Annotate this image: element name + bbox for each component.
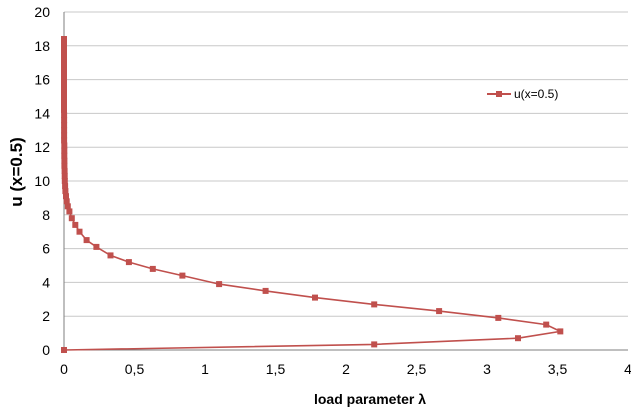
data-point xyxy=(93,243,100,250)
data-point xyxy=(125,259,132,266)
y-tick-label: 8 xyxy=(42,207,50,223)
legend: u(x=0.5) xyxy=(487,87,558,101)
data-point xyxy=(61,51,67,58)
data-point xyxy=(371,301,378,308)
y-tick-label: 10 xyxy=(34,173,50,189)
x-tick-labels: 0 0,5 1 1,5 2 2,5 3 3,5 4 xyxy=(60,361,631,377)
data-point xyxy=(63,198,70,205)
x-tick-label: 3 xyxy=(483,361,491,377)
y-tick-label: 20 xyxy=(34,4,50,20)
data-point xyxy=(61,102,67,108)
data-point xyxy=(68,215,75,222)
data-point xyxy=(64,203,71,210)
data-point xyxy=(61,117,68,124)
y-tick-labels: 0 2 4 6 8 10 12 14 16 18 20 xyxy=(34,4,50,358)
data-point xyxy=(61,91,67,98)
x-tick-label: 0,5 xyxy=(125,361,145,377)
data-point xyxy=(61,147,68,154)
data-point xyxy=(216,281,223,288)
data-point xyxy=(61,172,68,179)
data-point xyxy=(61,81,67,88)
data-point xyxy=(371,341,378,348)
data-point xyxy=(76,228,83,235)
y-tick-label: 18 xyxy=(34,38,50,54)
series-line xyxy=(63,39,563,351)
data-point xyxy=(63,193,69,200)
y-axis-label: u (x=0.5) xyxy=(7,137,26,206)
data-point xyxy=(61,127,68,134)
y-tick-label: 2 xyxy=(42,308,50,324)
data-point xyxy=(61,66,67,73)
data-point xyxy=(61,86,67,93)
data-point xyxy=(61,347,67,353)
data-point xyxy=(61,167,68,174)
data-point xyxy=(436,308,443,315)
data-point xyxy=(61,137,68,144)
data-point xyxy=(61,107,67,113)
y-tick-label: 16 xyxy=(34,72,50,88)
x-tick-label: 3,5 xyxy=(548,361,568,377)
data-point xyxy=(61,71,67,78)
data-point xyxy=(495,314,502,321)
data-point xyxy=(61,96,67,103)
data-point xyxy=(66,208,73,215)
data-point xyxy=(61,76,67,83)
data-point xyxy=(515,335,521,342)
data-point xyxy=(61,56,67,63)
series-layer xyxy=(61,36,564,353)
x-tick-label: 2 xyxy=(342,361,350,377)
data-point xyxy=(61,36,67,42)
y-tick-label: 12 xyxy=(34,139,50,155)
gridlines xyxy=(64,11,628,317)
x-tick-label: 1 xyxy=(201,361,209,377)
y-tick-label: 4 xyxy=(42,274,50,290)
data-point xyxy=(149,265,156,272)
data-point xyxy=(61,162,68,169)
data-point xyxy=(62,183,69,190)
x-tick-label: 2,5 xyxy=(407,361,427,377)
data-point xyxy=(557,328,564,335)
x-tick-label: 0 xyxy=(60,361,68,377)
data-point xyxy=(61,61,67,68)
x-tick-label: 4 xyxy=(624,361,631,377)
data-point xyxy=(312,294,318,301)
data-point xyxy=(61,157,68,164)
y-tick-label: 14 xyxy=(34,105,50,121)
legend-label: u(x=0.5) xyxy=(514,87,558,101)
data-point xyxy=(107,252,114,259)
data-point xyxy=(61,132,68,139)
y-tick-label: 6 xyxy=(42,241,50,257)
data-point xyxy=(61,142,68,149)
data-point xyxy=(61,46,67,53)
data-point xyxy=(543,321,550,328)
data-point xyxy=(61,112,68,119)
data-point xyxy=(72,221,79,228)
x-axis-label: load parameter λ xyxy=(314,391,426,407)
data-point xyxy=(62,188,69,195)
data-point xyxy=(179,272,186,279)
x-tick-label: 1,5 xyxy=(266,361,286,377)
data-point xyxy=(61,178,68,184)
legend-marker xyxy=(496,91,502,97)
y-tick-label: 0 xyxy=(42,342,50,358)
data-point xyxy=(61,41,67,48)
data-point xyxy=(61,152,68,159)
data-point xyxy=(61,122,68,129)
data-point xyxy=(262,287,269,294)
data-point xyxy=(83,237,90,244)
